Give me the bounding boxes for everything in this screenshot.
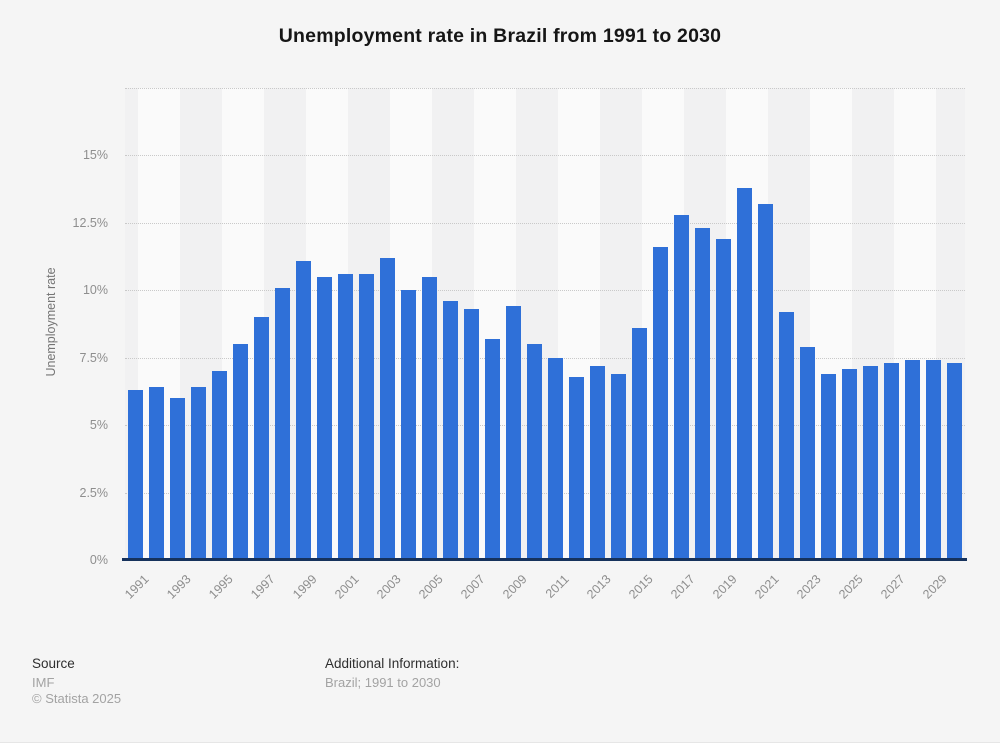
x-tick-label-2027: 2027 xyxy=(877,572,908,602)
bar-2004[interactable] xyxy=(401,290,416,560)
y-tick-label-2.5%: 2.5% xyxy=(79,485,109,500)
x-tick-label-1993: 1993 xyxy=(163,572,194,602)
bar-2021[interactable] xyxy=(758,203,773,560)
bar-2007[interactable] xyxy=(464,309,479,560)
bar-2018[interactable] xyxy=(695,228,710,560)
bar-1991[interactable] xyxy=(128,390,143,560)
bar-2017[interactable] xyxy=(674,214,689,560)
gridline-7.5 xyxy=(125,357,965,359)
bar-2012[interactable] xyxy=(569,376,584,560)
bar-1998[interactable] xyxy=(275,287,290,560)
x-tick-label-1999: 1999 xyxy=(289,572,320,602)
gridline-17.5 xyxy=(125,88,965,89)
x-tick-label-2021: 2021 xyxy=(751,572,782,602)
bar-2002[interactable] xyxy=(359,274,374,560)
y-tick-label-5%: 5% xyxy=(89,418,108,433)
x-tick-label-1997: 1997 xyxy=(247,572,278,602)
bar-2020[interactable] xyxy=(737,187,752,560)
plot-area xyxy=(125,88,965,560)
bar-1992[interactable] xyxy=(149,387,164,560)
bar-2006[interactable] xyxy=(443,301,458,560)
x-tick-label-1995: 1995 xyxy=(205,572,236,602)
x-tick-label-2003: 2003 xyxy=(373,572,404,602)
y-tick-label-15%: 15% xyxy=(82,148,108,163)
source-label: Source xyxy=(32,656,75,671)
y-tick-label-10%: 10% xyxy=(82,283,108,298)
x-tick-label-2009: 2009 xyxy=(499,572,530,602)
bar-2028[interactable] xyxy=(905,360,920,560)
bar-1997[interactable] xyxy=(254,317,269,560)
x-tick-label-2029: 2029 xyxy=(919,572,950,602)
bar-1993[interactable] xyxy=(170,398,185,560)
bar-2022[interactable] xyxy=(779,311,794,560)
y-tick-label-12.5%: 12.5% xyxy=(72,215,108,230)
bar-2005[interactable] xyxy=(422,276,437,560)
x-tick-label-2025: 2025 xyxy=(835,572,866,602)
bar-2009[interactable] xyxy=(506,306,521,560)
additional-info-value: Brazil; 1991 to 2030 xyxy=(325,675,441,690)
x-tick-label-2017: 2017 xyxy=(667,572,698,602)
bar-2011[interactable] xyxy=(548,357,563,560)
y-tick-label-7.5%: 7.5% xyxy=(79,350,109,365)
x-tick-label-2013: 2013 xyxy=(583,572,614,602)
copyright-notice: © Statista 2025 xyxy=(32,691,122,706)
bar-2027[interactable] xyxy=(884,363,899,560)
bar-1999[interactable] xyxy=(296,260,311,560)
bar-2003[interactable] xyxy=(380,257,395,560)
bar-2016[interactable] xyxy=(653,247,668,560)
bar-2023[interactable] xyxy=(800,346,815,560)
gridline-12.5 xyxy=(125,222,965,224)
bar-2000[interactable] xyxy=(317,276,332,560)
bar-2014[interactable] xyxy=(611,373,626,560)
bar-2001[interactable] xyxy=(338,274,353,560)
x-tick-label-1991: 1991 xyxy=(121,572,152,602)
bar-2010[interactable] xyxy=(527,344,542,560)
bar-2019[interactable] xyxy=(716,239,731,560)
bar-2030[interactable] xyxy=(947,363,962,560)
bar-2008[interactable] xyxy=(485,338,500,560)
bar-2029[interactable] xyxy=(926,360,941,560)
bar-1994[interactable] xyxy=(191,387,206,560)
x-tick-label-2001: 2001 xyxy=(331,572,362,602)
x-tick-label-2005: 2005 xyxy=(415,572,446,602)
gridline-15 xyxy=(125,155,965,157)
x-tick-label-2023: 2023 xyxy=(793,572,824,602)
x-tick-label-2007: 2007 xyxy=(457,572,488,602)
bar-2026[interactable] xyxy=(863,365,878,560)
gridline-2.5 xyxy=(125,492,965,494)
additional-info-label: Additional Information: xyxy=(325,656,460,671)
bar-1996[interactable] xyxy=(233,344,248,560)
bar-1995[interactable] xyxy=(212,371,227,560)
x-axis-line xyxy=(122,558,967,561)
x-tick-label-2015: 2015 xyxy=(625,572,656,602)
bar-2024[interactable] xyxy=(821,373,836,560)
x-tick-label-2019: 2019 xyxy=(709,572,740,602)
x-tick-label-2011: 2011 xyxy=(542,572,572,601)
gridline-10 xyxy=(125,290,965,292)
bar-2025[interactable] xyxy=(842,368,857,560)
bar-2015[interactable] xyxy=(632,328,647,560)
source-value: IMF xyxy=(32,675,55,690)
chart-title: Unemployment rate in Brazil from 1991 to… xyxy=(278,25,722,47)
bar-2013[interactable] xyxy=(590,365,605,560)
y-tick-label-0%: 0% xyxy=(89,553,108,567)
gridline-5 xyxy=(125,425,965,427)
